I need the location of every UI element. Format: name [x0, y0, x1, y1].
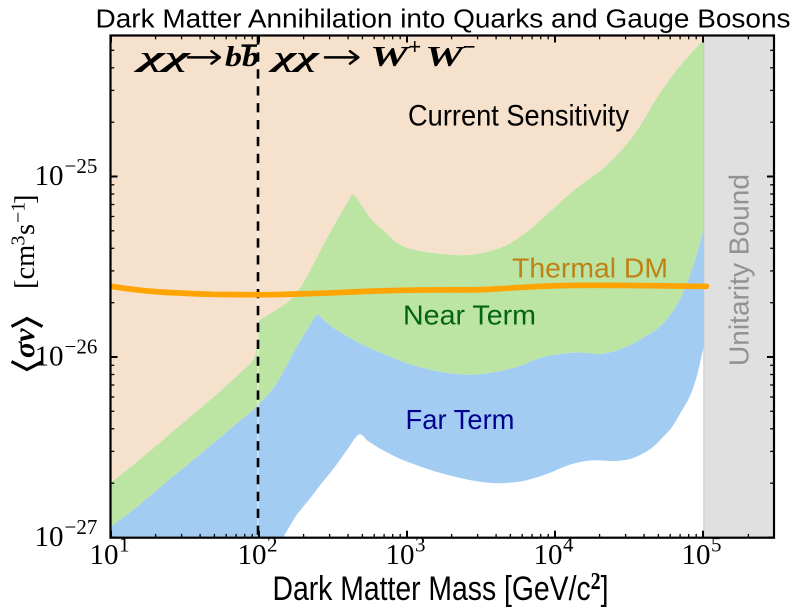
svg-text:Thermal DM: Thermal DM: [512, 253, 668, 284]
svg-text:+: +: [408, 35, 421, 60]
svg-text:−27: −27: [65, 515, 98, 539]
svg-text:−25: −25: [65, 154, 98, 178]
svg-text:Dark Matter Annihilation into: Dark Matter Annihilation into Quarks and…: [96, 6, 791, 34]
svg-text:χχ: χχ: [132, 42, 192, 73]
svg-text:−26: −26: [65, 335, 98, 359]
svg-text:10: 10: [682, 539, 711, 571]
svg-text:bb: bb: [225, 42, 259, 73]
svg-text:σv: σv: [8, 328, 41, 358]
svg-text:−1: −1: [8, 202, 30, 223]
svg-text:[cm: [cm: [10, 245, 41, 289]
svg-text:10: 10: [35, 160, 64, 192]
svg-text:2: 2: [267, 533, 278, 557]
svg-text:1: 1: [119, 533, 130, 557]
svg-text:]: ]: [10, 195, 41, 205]
svg-text:Unitarity Bound: Unitarity Bound: [724, 174, 755, 366]
svg-text:10: 10: [386, 539, 415, 571]
svg-text:10: 10: [534, 539, 563, 571]
svg-text:W: W: [425, 42, 466, 73]
svg-text:10: 10: [90, 539, 119, 571]
svg-text:4: 4: [563, 533, 574, 557]
svg-text:W: W: [370, 42, 411, 73]
svg-text:10: 10: [35, 521, 64, 553]
svg-text:χχ: χχ: [267, 42, 321, 73]
svg-text:10: 10: [35, 341, 64, 373]
svg-text:Current Sensitivity: Current Sensitivity: [408, 100, 629, 133]
svg-text:3: 3: [8, 236, 30, 246]
svg-text:−: −: [462, 35, 476, 60]
svg-text:5: 5: [711, 533, 722, 557]
svg-text:3: 3: [415, 533, 426, 557]
svg-text:Dark Matter Mass [GeV/c2]: Dark Matter Mass [GeV/c2]: [273, 569, 609, 608]
svg-text:Near Term: Near Term: [403, 300, 536, 331]
svg-text:10: 10: [238, 539, 267, 571]
svg-text:Far Term: Far Term: [406, 404, 515, 435]
svg-text:s: s: [10, 224, 41, 235]
